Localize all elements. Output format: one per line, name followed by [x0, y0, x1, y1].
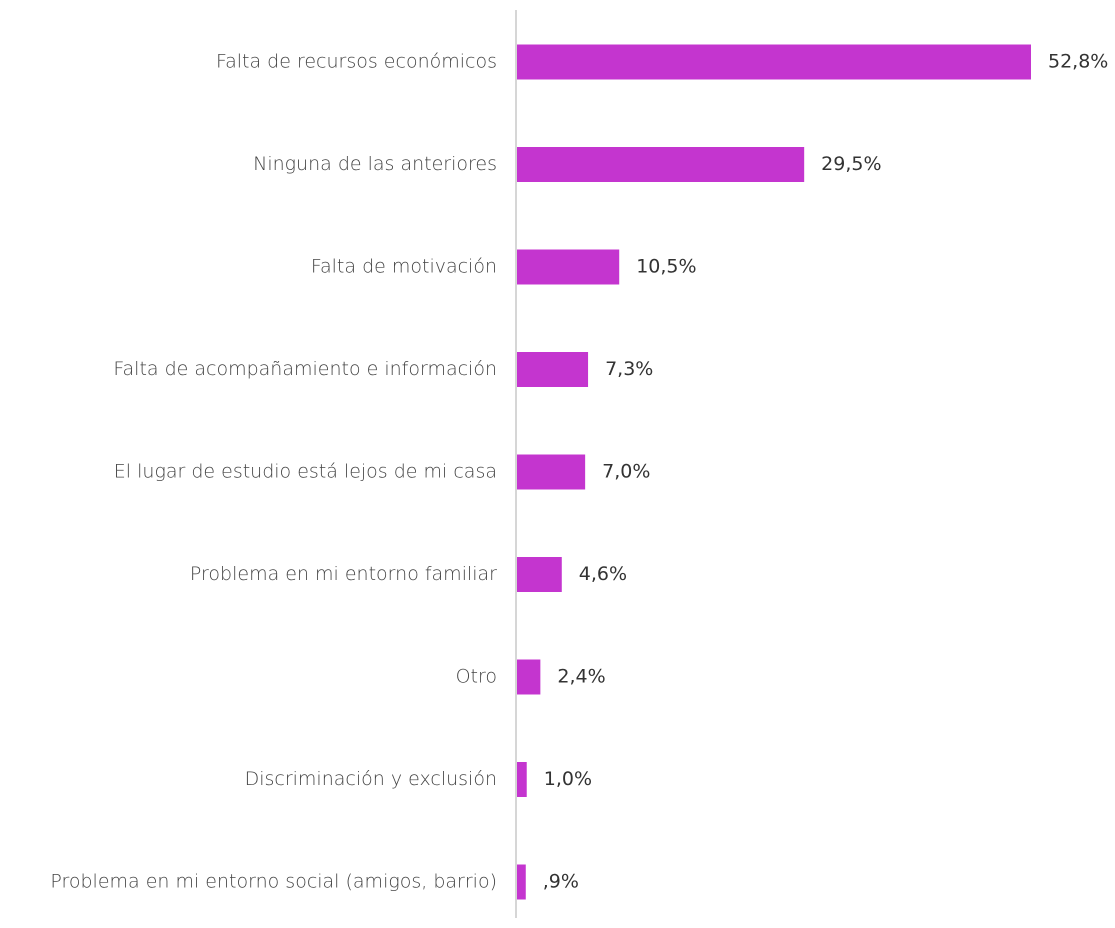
category-label-1: Ninguna de las anteriores: [253, 153, 497, 175]
bar-5: [517, 557, 562, 592]
bar-3: [517, 352, 589, 387]
category-label-0: Falta de recursos económicos: [216, 51, 497, 73]
labels-layer: Falta de recursos económicos 52,8% Ninguna…: [50, 51, 1108, 893]
bar-4: [517, 454, 586, 490]
bars-layer: [517, 44, 1031, 900]
value-label-1: 29,5%: [821, 153, 881, 175]
value-label-6: 2,4%: [557, 666, 605, 688]
category-label-8: Problema en mi entorno social (amigos, b…: [50, 871, 497, 893]
value-label-4: 7,0%: [602, 461, 650, 483]
category-label-6: Otro: [456, 666, 497, 688]
value-label-5: 4,6%: [579, 563, 627, 585]
bar-2: [517, 249, 620, 285]
category-label-3: Falta de acompañamiento e información: [113, 358, 497, 380]
bar-8: [517, 864, 526, 900]
value-label-3: 7,3%: [605, 358, 653, 380]
value-label-7: 1,0%: [544, 768, 592, 790]
bar-1: [517, 147, 805, 182]
category-label-7: Discriminación y exclusión: [245, 768, 497, 790]
category-label-2: Falta de motivación: [311, 256, 497, 278]
value-label-0: 52,8%: [1048, 51, 1108, 73]
category-label-4: El lugar de estudio está lejos de mi cas…: [114, 461, 497, 483]
bar-6: [517, 659, 541, 695]
category-label-5: Problema en mi entorno familiar: [190, 563, 497, 585]
bar-7: [517, 762, 527, 797]
bar-0: [517, 44, 1031, 80]
value-label-8: ,9%: [543, 871, 579, 893]
value-label-2: 10,5%: [636, 256, 696, 278]
